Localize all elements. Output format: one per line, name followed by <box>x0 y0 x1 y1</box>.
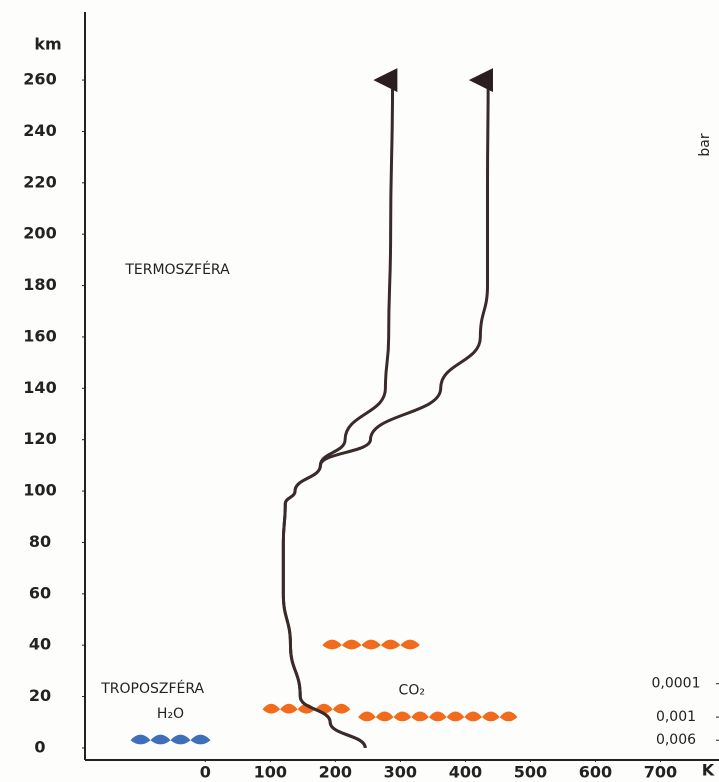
y-tick-label: 120 <box>23 429 56 448</box>
x-axis-label: K <box>702 761 715 780</box>
page: km K bar 0 20 40 60 80 100 120 140 160 180 200 220 2… <box>0 0 719 782</box>
cloud-label: H₂O <box>157 706 184 722</box>
cloud <box>358 712 517 722</box>
y-tick-label: 0 <box>34 737 45 756</box>
x-tick-label: 500 <box>514 763 547 782</box>
x-tick-label: 400 <box>449 763 482 782</box>
chart: km K bar 0 20 40 60 80 100 120 140 160 180 200 220 2… <box>0 0 719 782</box>
x-tick-label: 700 <box>644 763 677 782</box>
y-tick-label: 40 <box>29 635 51 654</box>
x-tick-label: 100 <box>254 763 287 782</box>
x-tick-label: 0 <box>200 763 211 782</box>
y-axis-label: km <box>34 35 61 54</box>
y-tick-label: 260 <box>23 70 56 89</box>
region-label: TROPOSZFÉRA <box>100 680 204 697</box>
cloud <box>131 735 211 745</box>
y-tick-label: 220 <box>23 172 56 191</box>
y-tick-label: 60 <box>29 583 51 602</box>
cloud <box>322 640 420 650</box>
y2-tick-label: 0,006 <box>656 732 696 748</box>
y-tick-label: 240 <box>23 121 56 140</box>
y-tick-label: 80 <box>29 532 51 551</box>
y-tick-label: 200 <box>23 224 56 243</box>
x-tick-label: 300 <box>384 763 417 782</box>
y2-tick-label: 0,0001 <box>652 676 701 692</box>
y2-tick-label: 0,001 <box>656 709 696 725</box>
y-tick-label: 160 <box>23 326 56 345</box>
x-tick-label: 200 <box>319 763 352 782</box>
y2-axis-label: bar <box>697 133 713 156</box>
y-tick-label: 20 <box>29 686 51 705</box>
y-tick-label: 180 <box>23 275 56 294</box>
x-tick-label: 600 <box>579 763 612 782</box>
cloud-label: CO₂ <box>399 683 425 699</box>
y-tick-label: 140 <box>23 378 56 397</box>
y-tick-label: 100 <box>23 481 56 500</box>
region-label: TERMOSZFÉRA <box>124 261 230 278</box>
